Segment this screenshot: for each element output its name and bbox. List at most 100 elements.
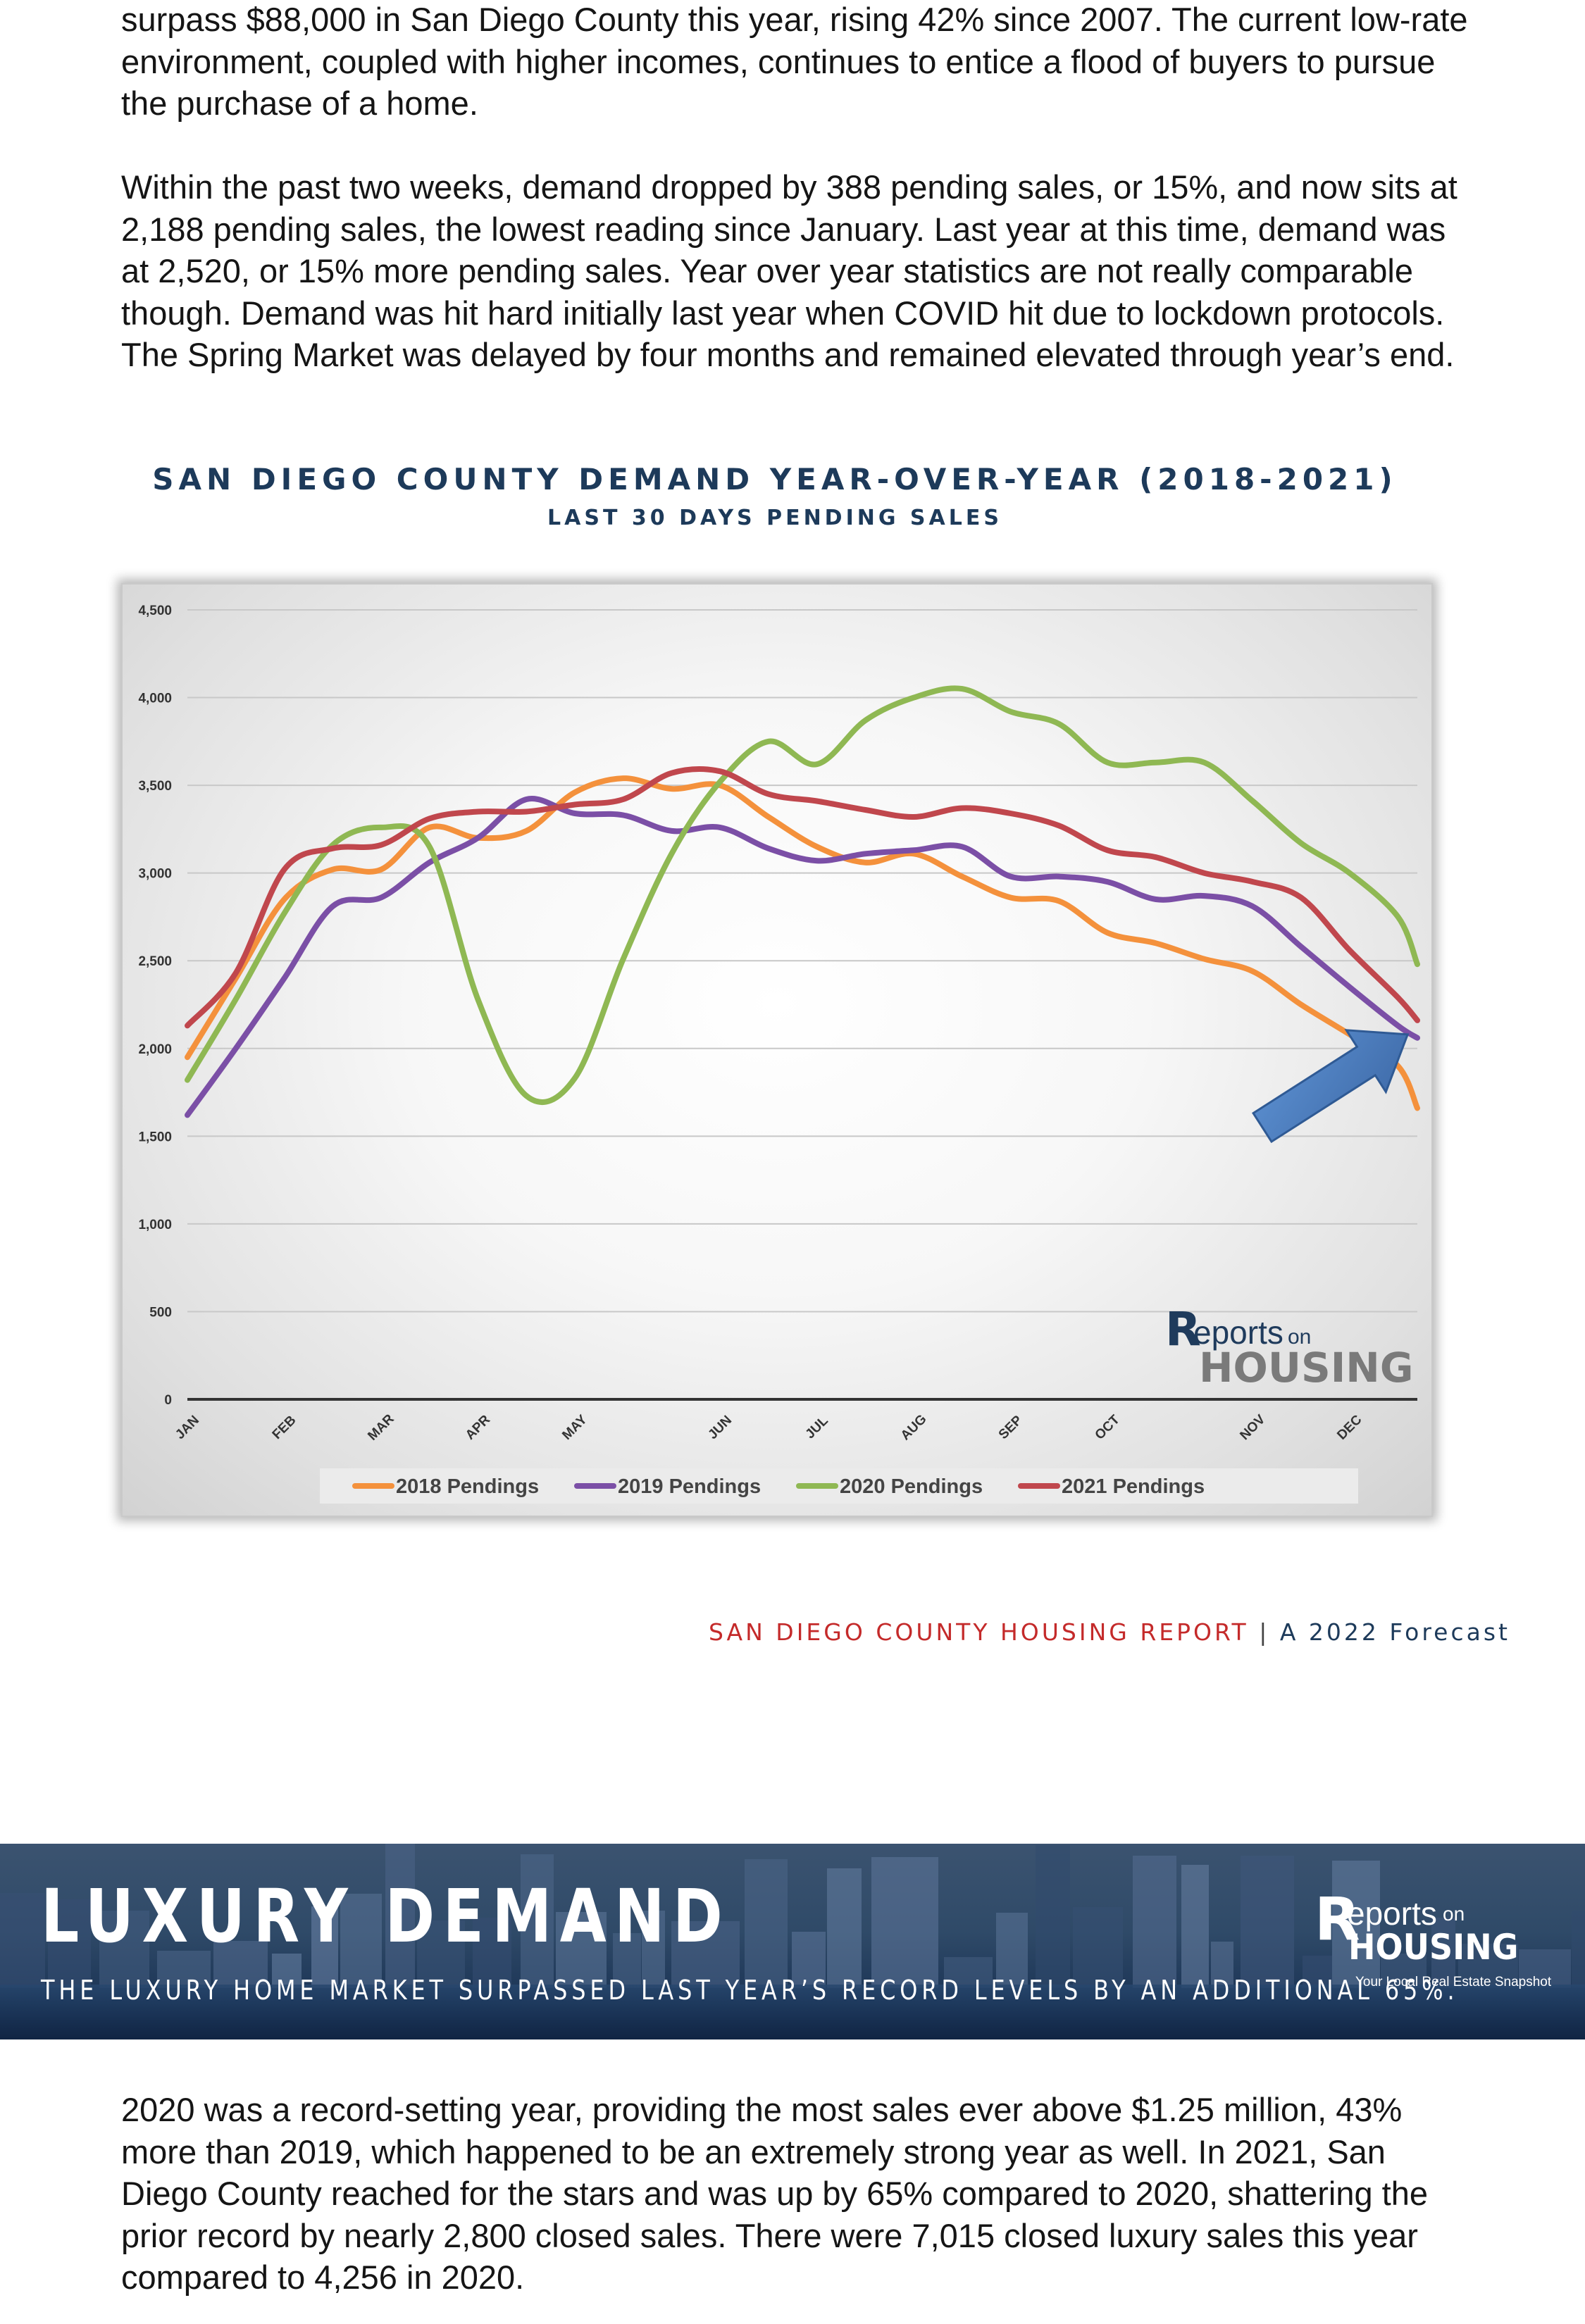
data-point-2019-pendings <box>1417 1037 1418 1039</box>
data-point-2020-pendings <box>1204 762 1205 763</box>
data-point-2021-pendings <box>284 869 285 870</box>
footer-note: SAN DIEGO COUNTY HOUSING REPORT | A 2022… <box>709 1618 1510 1646</box>
data-point-2019-pendings <box>1204 895 1205 897</box>
data-point-2021-pendings <box>1155 856 1157 858</box>
y-tick-label: 1,000 <box>138 1218 172 1232</box>
x-tick-label: JAN <box>173 1413 202 1442</box>
data-point-2018-pendings <box>1300 1004 1302 1005</box>
data-point-2020-pendings <box>235 999 237 1000</box>
data-point-2020-pendings <box>768 741 769 742</box>
data-point-2018-pendings <box>380 869 382 870</box>
data-point-2019-pendings <box>526 799 527 800</box>
data-point-2021-pendings <box>332 848 333 849</box>
chart-logo-text3: HOUSING <box>1199 1344 1413 1392</box>
data-point-2021-pendings <box>1010 813 1012 814</box>
data-point-2020-pendings <box>816 763 818 765</box>
data-point-2019-pendings <box>1010 876 1012 877</box>
data-point-2020-pendings <box>574 1077 576 1079</box>
data-point-2020-pendings <box>526 1095 527 1097</box>
data-point-2018-pendings <box>1010 897 1012 898</box>
data-point-2019-pendings <box>284 977 285 979</box>
x-tick-label: AUG <box>898 1412 930 1444</box>
data-point-2018-pendings <box>864 862 866 863</box>
footer-separator: | <box>1248 1618 1280 1646</box>
city-skyline-image <box>0 1844 1585 2039</box>
data-point-2020-pendings <box>1010 711 1012 712</box>
data-point-2019-pendings <box>235 1048 237 1049</box>
data-point-2021-pendings <box>1107 849 1108 851</box>
y-tick-label: 1,500 <box>138 1130 172 1144</box>
x-tick-label: SEP <box>996 1413 1026 1442</box>
data-point-2019-pendings <box>768 848 769 849</box>
data-point-2018-pendings <box>1155 942 1157 944</box>
data-point-2019-pendings <box>429 862 430 863</box>
data-point-2021-pendings <box>1349 949 1350 951</box>
legend-label-2021-pendings: 2021 Pendings <box>1062 1475 1205 1498</box>
data-point-2021-pendings <box>526 811 527 812</box>
data-point-2021-pendings <box>187 1025 188 1026</box>
data-point-2019-pendings <box>332 906 333 907</box>
y-tick-label: 3,000 <box>138 867 172 882</box>
x-tick-label: JUN <box>705 1413 735 1442</box>
data-point-2021-pendings <box>1300 897 1302 898</box>
data-point-2019-pendings <box>187 1114 188 1116</box>
legend-label-2019-pendings: 2019 Pendings <box>618 1475 761 1498</box>
demand-paragraph: Within the past two weeks, demand droppe… <box>121 168 1457 373</box>
x-tick-label: MAY <box>559 1412 590 1443</box>
banner-logo: R eports on HOUSING Your Local Real Esta… <box>1310 1885 1552 2000</box>
legend-label-2020-pendings: 2020 Pendings <box>840 1475 983 1498</box>
data-point-2021-pendings <box>574 804 576 805</box>
data-point-2020-pendings <box>1300 842 1302 844</box>
data-point-2018-pendings <box>1204 958 1205 960</box>
data-point-2020-pendings <box>332 844 333 846</box>
data-point-2018-pendings <box>574 792 576 793</box>
data-point-2020-pendings <box>429 846 430 847</box>
y-tick-label: 4,000 <box>138 692 172 706</box>
y-tick-label: 3,500 <box>138 779 172 794</box>
x-tick-label: FEB <box>270 1413 299 1442</box>
data-point-2018-pendings <box>1107 932 1108 933</box>
data-point-2018-pendings <box>526 830 527 832</box>
data-point-2019-pendings <box>380 897 382 898</box>
data-point-2021-pendings <box>719 770 721 772</box>
data-point-2020-pendings <box>1417 963 1418 965</box>
chart-title: SAN DIEGO COUNTY DEMAND YEAR-OVER-YEAR (… <box>152 462 1398 496</box>
arrow-shape <box>1252 1029 1410 1144</box>
data-point-2020-pendings <box>1155 762 1157 763</box>
demand-line-chart: 0 500 1,000 1,500 2,000 2,500 3,000 3,500 4,000 4… <box>138 604 1420 1504</box>
x-tick-label: JUL <box>803 1413 832 1442</box>
data-point-2020-pendings <box>1107 762 1108 763</box>
data-point-2018-pendings <box>284 899 285 900</box>
chart-logo-text1: eports <box>1193 1314 1283 1351</box>
y-tick-label: 2,500 <box>138 954 172 969</box>
data-point-2018-pendings <box>187 1056 188 1058</box>
data-point-2018-pendings <box>332 869 333 870</box>
data-point-2019-pendings <box>1155 899 1157 900</box>
chart-logo: R eports on HOUSING <box>1165 1302 1413 1392</box>
series-line-2020-pendings <box>185 685 1420 1105</box>
luxury-paragraph: 2020 was a record-setting year, providin… <box>121 2091 1429 2296</box>
y-tick-label: 4,500 <box>138 604 172 618</box>
banner-logo-tagline: Your Local Real Estate Snapshot <box>1355 1975 1552 1989</box>
data-point-2021-pendings <box>864 809 866 811</box>
banner-logo-text1: eports <box>1347 1895 1437 1932</box>
series-line-2021-pendings <box>185 766 1420 1029</box>
y-tick-label: 500 <box>149 1305 172 1320</box>
data-point-2021-pendings <box>429 818 430 819</box>
data-point-2020-pendings <box>284 913 285 914</box>
x-tick-label: DEC <box>1334 1412 1365 1442</box>
data-point-2018-pendings <box>768 816 769 818</box>
footer-forecast: A 2022 Forecast <box>1279 1618 1510 1646</box>
banner-title: LUXURY DEMAND <box>41 1873 731 1959</box>
legend-label-2018-pendings: 2018 Pendings <box>396 1475 539 1498</box>
arrow-annotation <box>1252 1029 1410 1144</box>
x-tick-label: APR <box>463 1412 493 1442</box>
chart-subtitle: LAST 30 DAYS PENDING SALES <box>547 506 1002 530</box>
banner-logo-text3: HOUSING <box>1348 1927 1519 1968</box>
series-line-2019-pendings <box>185 796 1420 1118</box>
y-tick-label: 2,000 <box>138 1042 172 1057</box>
chart-logo-text2: on <box>1288 1325 1311 1349</box>
x-tick-label: NOV <box>1237 1412 1268 1443</box>
data-point-2019-pendings <box>671 830 672 832</box>
chart-logo-r: R <box>1165 1302 1201 1356</box>
